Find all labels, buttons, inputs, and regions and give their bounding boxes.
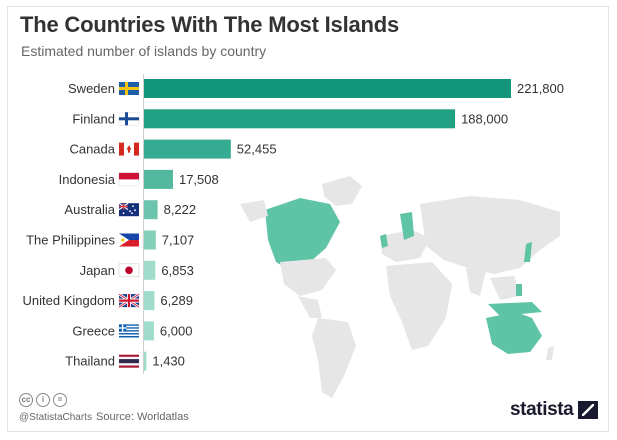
map-australia — [486, 312, 542, 354]
category-label: Japan — [80, 263, 115, 278]
bar[interactable] — [144, 351, 147, 371]
category-label: Greece — [72, 323, 115, 338]
bars-group: Sweden 221,800 Finland 188,000 Canada 52,455 I… — [23, 74, 564, 374]
map-greenland — [322, 176, 362, 206]
value-label: 52,455 — [237, 142, 277, 157]
attribution-icon: i — [36, 393, 50, 407]
map-europe — [380, 230, 430, 262]
flag-thailand-icon — [119, 354, 139, 368]
map-south-america — [312, 318, 356, 398]
flag-finland-icon — [118, 112, 140, 126]
bar[interactable] — [144, 321, 154, 341]
map-north-america — [265, 198, 340, 272]
value-label: 1,430 — [152, 354, 185, 369]
footer-credits: cc i = @StatistaCharts Source: Worldatla… — [19, 393, 279, 429]
flag-philippines-icon — [119, 233, 139, 247]
flag-australia-icon — [118, 202, 139, 217]
bar[interactable] — [144, 79, 511, 98]
value-label: 17,508 — [179, 172, 219, 187]
value-label: 6,289 — [160, 293, 193, 308]
category-label: Indonesia — [59, 172, 116, 187]
twitter-handle[interactable]: @StatistaCharts — [19, 412, 92, 423]
map-usa — [280, 258, 336, 296]
flag-japan-icon — [118, 263, 140, 278]
value-label: 221,800 — [517, 81, 564, 96]
map-philippines — [516, 284, 522, 296]
map-alaska — [240, 200, 268, 222]
value-label: 6,853 — [161, 263, 194, 278]
map-central-america — [298, 296, 322, 318]
map-africa — [386, 262, 452, 350]
no-derivatives-icon: = — [53, 393, 67, 407]
category-label: Thailand — [65, 354, 115, 369]
value-label: 6,000 — [160, 323, 193, 338]
statista-mark-icon — [578, 401, 599, 419]
map-new-zealand — [546, 346, 554, 360]
map-asia — [420, 196, 560, 274]
chart-subtitle: Estimated number of islands by country — [21, 43, 267, 59]
value-label: 7,107 — [162, 233, 195, 248]
statista-logo[interactable]: statista — [510, 399, 599, 421]
bar[interactable] — [144, 169, 173, 189]
flag-canada-icon — [119, 142, 139, 156]
cc-license-icon: cc — [19, 393, 33, 407]
flag-indonesia-icon — [118, 172, 140, 187]
value-label: 8,222 — [164, 202, 197, 217]
map-japan — [524, 242, 532, 262]
world-map — [240, 176, 560, 398]
category-label: United Kingdom — [23, 293, 116, 308]
logo-text: statista — [510, 399, 574, 420]
category-label: The Philippines — [26, 233, 115, 248]
category-label: Canada — [69, 142, 115, 157]
map-uk — [380, 234, 388, 248]
bar[interactable] — [144, 109, 456, 129]
bar[interactable] — [144, 139, 231, 159]
value-label: 188,000 — [461, 111, 508, 126]
bar[interactable] — [144, 291, 155, 311]
category-label: Finland — [72, 111, 115, 126]
bar[interactable] — [144, 200, 158, 220]
license-icons: cc i = — [19, 393, 279, 407]
bar[interactable] — [144, 230, 156, 250]
map-indonesia — [488, 302, 542, 316]
category-label: Australia — [64, 202, 115, 217]
map-scandinavia — [400, 212, 414, 240]
category-label: Sweden — [68, 81, 115, 96]
chart-title: The Countries With The Most Islands — [20, 12, 400, 37]
bar[interactable] — [144, 260, 156, 280]
flag-sweden-icon — [119, 82, 139, 95]
flag-uk-icon — [118, 293, 140, 309]
source-note: Source: Worldatlas — [96, 411, 189, 423]
flag-greece-icon — [119, 324, 139, 338]
map-southeast-asia — [490, 276, 520, 300]
map-india — [466, 268, 486, 296]
